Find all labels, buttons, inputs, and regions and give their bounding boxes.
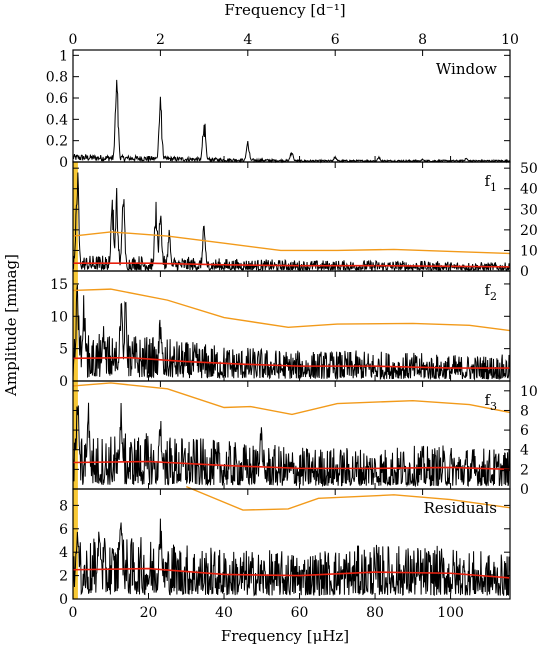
bottom-tick-label-4: 80 [366, 605, 384, 621]
residuals-panel-label: Residuals [424, 499, 497, 517]
window-panel-label: Window [436, 60, 497, 78]
window-ytick-label-1: 0.2 [46, 134, 68, 150]
residuals-frame [72, 488, 511, 600]
f1-ytick-label-2: 20 [520, 223, 538, 239]
window-ytick-label-0: 0 [59, 155, 68, 171]
bottom-tick-label-3: 60 [291, 605, 309, 621]
f3-panel-label-sub: 3 [490, 400, 497, 413]
f3-panel-label: f3 [484, 391, 497, 413]
y-axis-label: Amplitude [mmag] [2, 254, 20, 397]
f2-ytick-label-0: 0 [59, 374, 68, 390]
f1-threshold-line [73, 231, 510, 255]
top-tick-label-2: 4 [243, 32, 252, 48]
bottom-axis-label: Frequency [μHz] [221, 627, 349, 645]
panels-group [73, 79, 510, 599]
bottom-tick-label-0: 0 [69, 605, 78, 621]
top-axis-label: Frequency [d⁻¹] [224, 1, 345, 19]
f2-ytick-label-3: 15 [50, 277, 68, 293]
f1-panel-label: f1 [484, 172, 497, 194]
f1-frame [72, 161, 511, 272]
residuals-ytick-label-4: 8 [59, 498, 68, 514]
f3-ytick-label-5: 10 [520, 384, 538, 400]
f2-panel-label: f2 [484, 281, 497, 303]
f3-ytick-label-1: 2 [520, 462, 529, 478]
f1-ytick-label-1: 10 [520, 243, 538, 259]
f2-spectrum-line [73, 284, 510, 381]
f3-low-freq-band [73, 381, 78, 489]
top-tick-label-0: 0 [69, 32, 78, 48]
f2-low-freq-band [73, 271, 78, 381]
window-ytick-label-5: 1 [59, 48, 68, 64]
f1-ytick-label-0: 0 [520, 264, 529, 280]
bottom-tick-label-2: 40 [215, 605, 233, 621]
f3-spectrum-line [73, 402, 510, 488]
residuals-ytick-label-2: 4 [59, 545, 68, 561]
f3-ytick-label-4: 8 [520, 403, 529, 419]
residuals-spectrum-line [73, 518, 510, 597]
f1-ytick-label-3: 30 [520, 202, 538, 218]
top-tick-label-1: 2 [156, 32, 165, 48]
bottom-tick-label-1: 20 [140, 605, 158, 621]
f2-panel-label-sub: 2 [490, 290, 497, 303]
residuals-noise-line [73, 567, 510, 579]
top-tick-label-3: 6 [331, 32, 340, 48]
f2-noise-line [73, 356, 510, 369]
residuals-ytick-label-0: 0 [59, 592, 68, 608]
f1-panel-label-sub: 1 [490, 181, 497, 194]
f3-noise-line [73, 460, 510, 471]
bottom-tick-label-5: 100 [437, 605, 464, 621]
f1-ytick-label-4: 40 [520, 182, 538, 198]
f1-spectrum-line [73, 172, 510, 273]
residuals-ytick-label-1: 2 [59, 569, 68, 585]
f2-threshold-line [73, 288, 510, 332]
f2-ytick-label-2: 10 [50, 309, 68, 325]
f3-threshold-line [73, 382, 510, 416]
residuals-ytick-label-3: 6 [59, 522, 68, 538]
window-ytick-label-2: 0.4 [46, 112, 68, 128]
top-tick-label-5: 10 [501, 32, 519, 48]
residuals-threshold-line [186, 486, 510, 511]
f3-ytick-label-3: 6 [520, 423, 529, 439]
residuals-low-freq-band [73, 489, 78, 599]
window-ytick-label-4: 0.8 [46, 70, 68, 86]
f3-ytick-label-2: 4 [520, 443, 529, 459]
f2-ytick-label-1: 5 [59, 342, 68, 358]
f3-ytick-label-0: 0 [520, 482, 529, 498]
top-tick-label-4: 8 [418, 32, 427, 48]
window-ytick-label-3: 0.6 [46, 91, 68, 107]
window-spectrum-line [73, 79, 510, 164]
f1-ytick-label-5: 50 [520, 161, 538, 177]
